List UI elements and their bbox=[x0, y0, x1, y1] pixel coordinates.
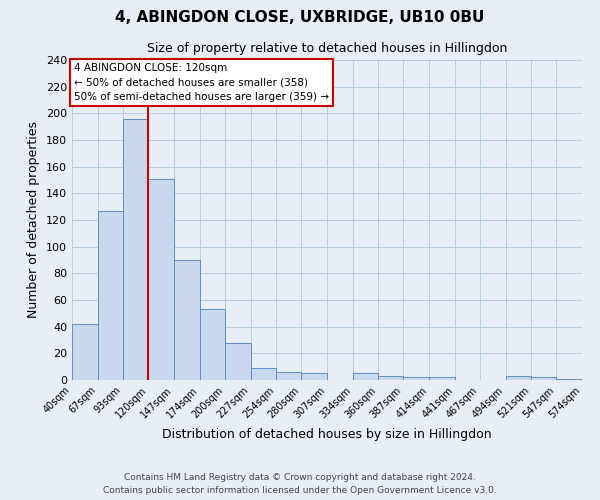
Bar bbox=[353, 374, 377, 380]
Bar bbox=[251, 368, 277, 380]
X-axis label: Distribution of detached houses by size in Hillingdon: Distribution of detached houses by size … bbox=[162, 428, 492, 441]
Bar bbox=[532, 378, 556, 380]
Title: Size of property relative to detached houses in Hillingdon: Size of property relative to detached ho… bbox=[147, 42, 507, 54]
Bar bbox=[72, 324, 98, 380]
Y-axis label: Number of detached properties: Number of detached properties bbox=[28, 122, 40, 318]
Bar bbox=[556, 378, 582, 380]
Bar bbox=[174, 260, 200, 380]
Bar bbox=[301, 374, 327, 380]
Bar bbox=[122, 118, 148, 380]
Bar bbox=[200, 310, 225, 380]
Bar bbox=[98, 210, 122, 380]
Bar bbox=[377, 376, 403, 380]
Bar bbox=[429, 378, 455, 380]
Bar bbox=[403, 378, 429, 380]
Text: Contains HM Land Registry data © Crown copyright and database right 2024.
Contai: Contains HM Land Registry data © Crown c… bbox=[103, 473, 497, 495]
Bar bbox=[225, 342, 251, 380]
Text: 4 ABINGDON CLOSE: 120sqm
← 50% of detached houses are smaller (358)
50% of semi-: 4 ABINGDON CLOSE: 120sqm ← 50% of detach… bbox=[74, 62, 329, 102]
Text: 4, ABINGDON CLOSE, UXBRIDGE, UB10 0BU: 4, ABINGDON CLOSE, UXBRIDGE, UB10 0BU bbox=[115, 10, 485, 25]
Bar bbox=[277, 372, 301, 380]
Bar bbox=[506, 376, 532, 380]
Bar bbox=[148, 178, 174, 380]
